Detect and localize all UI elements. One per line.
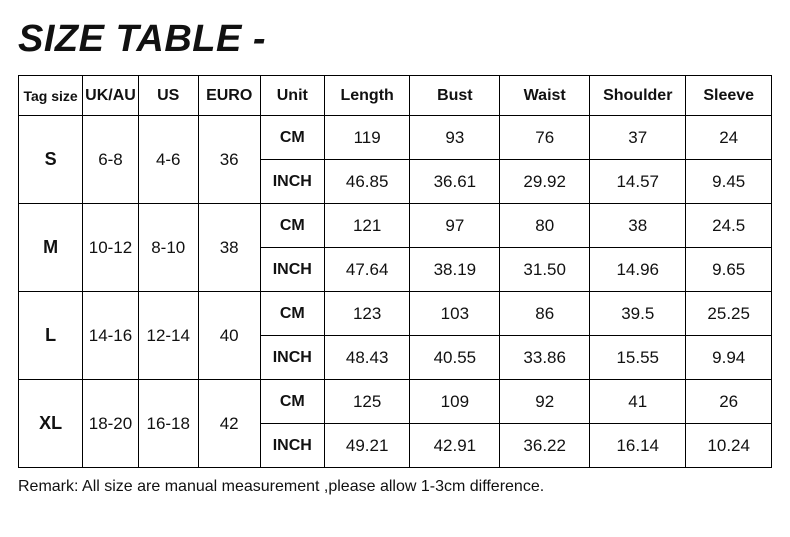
cell-us: 12-14 [138, 292, 198, 380]
cell-length: 119 [324, 116, 410, 160]
cell-bust: 36.61 [410, 160, 500, 204]
cell-waist: 29.92 [500, 160, 590, 204]
col-sleeve: Sleeve [686, 76, 772, 116]
cell-length: 49.21 [324, 424, 410, 468]
cell-us: 8-10 [138, 204, 198, 292]
col-uk: UK/AU [83, 76, 139, 116]
table-header-row: Tag size UK/AU US EURO Unit Length Bust … [19, 76, 772, 116]
cell-us: 16-18 [138, 380, 198, 468]
cell-bust: 103 [410, 292, 500, 336]
cell-uk: 18-20 [83, 380, 139, 468]
col-shoulder: Shoulder [590, 76, 686, 116]
cell-waist: 86 [500, 292, 590, 336]
cell-sleeve: 25.25 [686, 292, 772, 336]
cell-shoulder: 14.57 [590, 160, 686, 204]
cell-uk: 14-16 [83, 292, 139, 380]
cell-uk: 10-12 [83, 204, 139, 292]
cell-unit-cm: CM [260, 380, 324, 424]
cell-length: 47.64 [324, 248, 410, 292]
cell-bust: 40.55 [410, 336, 500, 380]
cell-shoulder: 38 [590, 204, 686, 248]
table-row: L14-1612-1440CM1231038639.525.25 [19, 292, 772, 336]
cell-sleeve: 10.24 [686, 424, 772, 468]
col-euro: EURO [198, 76, 260, 116]
cell-shoulder: 16.14 [590, 424, 686, 468]
cell-waist: 76 [500, 116, 590, 160]
cell-waist: 33.86 [500, 336, 590, 380]
cell-sleeve: 24 [686, 116, 772, 160]
cell-sleeve: 9.45 [686, 160, 772, 204]
cell-uk: 6-8 [83, 116, 139, 204]
table-row: M10-128-1038CM12197803824.5 [19, 204, 772, 248]
cell-shoulder: 41 [590, 380, 686, 424]
col-tag-size: Tag size [19, 76, 83, 116]
cell-sleeve: 9.94 [686, 336, 772, 380]
table-row: S6-84-636CM11993763724 [19, 116, 772, 160]
cell-euro: 42 [198, 380, 260, 468]
cell-waist: 36.22 [500, 424, 590, 468]
cell-us: 4-6 [138, 116, 198, 204]
cell-length: 125 [324, 380, 410, 424]
cell-sleeve: 9.65 [686, 248, 772, 292]
col-length: Length [324, 76, 410, 116]
col-waist: Waist [500, 76, 590, 116]
cell-unit-inch: INCH [260, 248, 324, 292]
col-us: US [138, 76, 198, 116]
cell-bust: 38.19 [410, 248, 500, 292]
cell-shoulder: 14.96 [590, 248, 686, 292]
remark-text: Remark: All size are manual measurement … [18, 478, 772, 496]
cell-length: 46.85 [324, 160, 410, 204]
cell-shoulder: 15.55 [590, 336, 686, 380]
cell-length: 123 [324, 292, 410, 336]
cell-sleeve: 24.5 [686, 204, 772, 248]
cell-unit-inch: INCH [260, 424, 324, 468]
cell-length: 121 [324, 204, 410, 248]
cell-tag: M [19, 204, 83, 292]
cell-unit-cm: CM [260, 292, 324, 336]
col-unit: Unit [260, 76, 324, 116]
cell-shoulder: 37 [590, 116, 686, 160]
table-row: XL18-2016-1842CM125109924126 [19, 380, 772, 424]
cell-tag: L [19, 292, 83, 380]
cell-unit-inch: INCH [260, 336, 324, 380]
cell-length: 48.43 [324, 336, 410, 380]
cell-tag: XL [19, 380, 83, 468]
cell-euro: 40 [198, 292, 260, 380]
cell-sleeve: 26 [686, 380, 772, 424]
cell-unit-cm: CM [260, 116, 324, 160]
cell-tag: S [19, 116, 83, 204]
cell-euro: 38 [198, 204, 260, 292]
cell-unit-inch: INCH [260, 160, 324, 204]
page-title: SIZE TABLE - [18, 18, 772, 61]
cell-waist: 92 [500, 380, 590, 424]
size-table: Tag size UK/AU US EURO Unit Length Bust … [18, 75, 772, 468]
cell-bust: 42.91 [410, 424, 500, 468]
cell-bust: 97 [410, 204, 500, 248]
cell-waist: 80 [500, 204, 590, 248]
cell-euro: 36 [198, 116, 260, 204]
cell-bust: 109 [410, 380, 500, 424]
cell-waist: 31.50 [500, 248, 590, 292]
cell-shoulder: 39.5 [590, 292, 686, 336]
col-bust: Bust [410, 76, 500, 116]
cell-bust: 93 [410, 116, 500, 160]
cell-unit-cm: CM [260, 204, 324, 248]
